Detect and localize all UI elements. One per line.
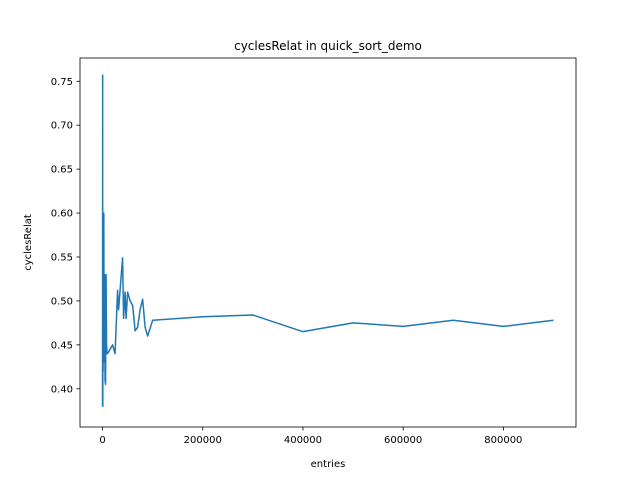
x-tick-label: 0 [99, 435, 105, 446]
y-tick-label: 0.65 [51, 165, 73, 176]
x-tick-label: 200000 [184, 435, 222, 446]
plot-frame [79, 57, 577, 428]
x-tick-label: 600000 [384, 435, 422, 446]
x-tick-label: 400000 [284, 435, 322, 446]
chart-title: cyclesRelat in quick_sort_demo [234, 39, 422, 53]
x-axis-label: entries [311, 459, 346, 470]
y-tick-label: 0.50 [51, 296, 73, 307]
y-tick-label: 0.60 [51, 209, 73, 220]
y-axis-ticks: 0.40 0.45 0.50 0.55 0.60 0.65 0.70 0.75 [51, 77, 80, 395]
y-tick-label: 0.45 [51, 340, 73, 351]
y-tick-label: 0.70 [51, 121, 73, 132]
x-axis-ticks: 0 200000 400000 600000 800000 [99, 427, 522, 446]
y-axis-label: cyclesRelat [23, 214, 34, 271]
x-tick-label: 800000 [484, 435, 522, 446]
y-tick-label: 0.40 [51, 384, 73, 395]
data-line [101, 74, 554, 408]
y-tick-label: 0.75 [51, 77, 73, 88]
y-tick-label: 0.55 [51, 252, 73, 263]
plot-area [80, 58, 576, 427]
